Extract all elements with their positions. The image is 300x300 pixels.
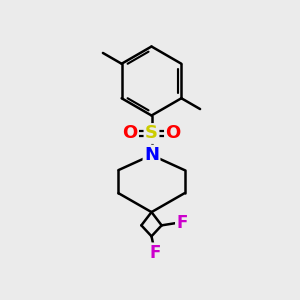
Text: O: O bbox=[166, 124, 181, 142]
Text: O: O bbox=[122, 124, 137, 142]
Text: F: F bbox=[176, 214, 188, 232]
Text: N: N bbox=[144, 146, 159, 164]
Text: F: F bbox=[149, 244, 161, 262]
Text: S: S bbox=[145, 124, 158, 142]
